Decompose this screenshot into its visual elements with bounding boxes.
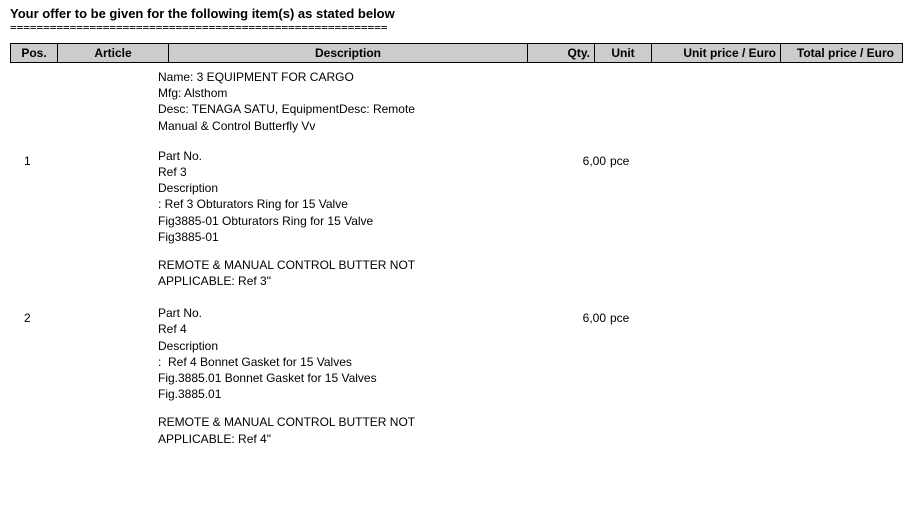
desc-line: : Ref 3 Obturators Ring for 15 Valve bbox=[158, 196, 508, 212]
item-note: REMOTE & MANUAL CONTROL BUTTER NOT APPLI… bbox=[158, 414, 508, 446]
note-line: REMOTE & MANUAL CONTROL BUTTER NOT bbox=[158, 414, 508, 430]
item-qty: 6,00 bbox=[546, 154, 606, 168]
intro-line: Desc: TENAGA SATU, EquipmentDesc: Remote bbox=[158, 101, 508, 117]
intro-line: Mfg: Alsthom bbox=[158, 85, 508, 101]
desc-line: Ref 3 bbox=[158, 164, 508, 180]
col-header-pos: Pos. bbox=[11, 44, 58, 63]
desc-line: Ref 4 bbox=[158, 321, 508, 337]
item-description: Part No. Ref 4 Description : Ref 4 Bonne… bbox=[158, 305, 508, 447]
note-line: APPLICABLE: Ref 4" bbox=[158, 431, 508, 447]
desc-line: Description bbox=[158, 338, 508, 354]
col-header-unit-price: Unit price / Euro bbox=[652, 44, 781, 63]
item-unit: pce bbox=[610, 154, 629, 168]
item-description: Part No. Ref 3 Description : Ref 3 Obtur… bbox=[158, 148, 508, 290]
item-row: 2 6,00 pce Part No. Ref 4 Description : … bbox=[10, 305, 903, 447]
item-pos-number: 1 bbox=[24, 154, 31, 168]
col-header-qty: Qty. bbox=[528, 44, 595, 63]
intro-line: Manual & Control Butterfly Vv bbox=[158, 118, 508, 134]
item-pos-number: 2 bbox=[24, 311, 31, 325]
col-header-total-price: Total price / Euro bbox=[781, 44, 903, 63]
desc-line: Fig.3885.01 bbox=[158, 386, 508, 402]
items-body: Name: 3 EQUIPMENT FOR CARGO Mfg: Alsthom… bbox=[10, 69, 903, 447]
column-header-row: Pos. Article Description Qty. Unit Unit … bbox=[10, 43, 903, 63]
col-header-unit: Unit bbox=[595, 44, 652, 63]
page: Your offer to be given for the following… bbox=[0, 0, 913, 511]
intro-line: Name: 3 EQUIPMENT FOR CARGO bbox=[158, 69, 508, 85]
desc-line: Fig3885-01 bbox=[158, 229, 508, 245]
item-row: 1 6,00 pce Part No. Ref 3 Description : … bbox=[10, 148, 903, 290]
item-unit: pce bbox=[610, 311, 629, 325]
note-line: REMOTE & MANUAL CONTROL BUTTER NOT bbox=[158, 257, 508, 273]
col-header-article: Article bbox=[58, 44, 169, 63]
intro-description: Name: 3 EQUIPMENT FOR CARGO Mfg: Alsthom… bbox=[158, 69, 508, 134]
desc-line: Description bbox=[158, 180, 508, 196]
page-title: Your offer to be given for the following… bbox=[10, 6, 903, 21]
col-header-description: Description bbox=[169, 44, 528, 63]
desc-line: : Ref 4 Bonnet Gasket for 15 Valves bbox=[158, 354, 508, 370]
desc-line: Part No. bbox=[158, 305, 508, 321]
desc-line: Fig.3885.01 Bonnet Gasket for 15 Valves bbox=[158, 370, 508, 386]
desc-line: Part No. bbox=[158, 148, 508, 164]
separator-line: ========================================… bbox=[10, 23, 903, 33]
item-note: REMOTE & MANUAL CONTROL BUTTER NOT APPLI… bbox=[158, 257, 508, 289]
desc-line: Fig3885-01 Obturators Ring for 15 Valve bbox=[158, 213, 508, 229]
item-qty: 6,00 bbox=[546, 311, 606, 325]
note-line: APPLICABLE: Ref 3" bbox=[158, 273, 508, 289]
